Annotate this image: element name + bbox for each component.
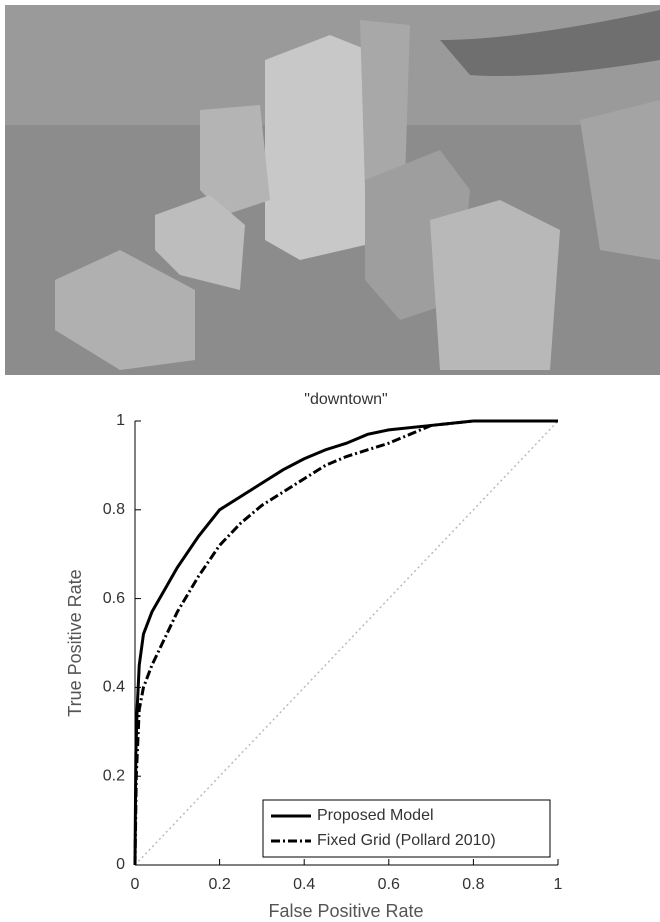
y-tick-label: 0.8 xyxy=(103,501,125,518)
x-axis-label: False Positive Rate xyxy=(268,901,423,921)
tower xyxy=(430,200,560,370)
x-tick-label: 0.4 xyxy=(293,876,315,893)
legend: Proposed Model Fixed Grid (Pollard 2010) xyxy=(263,800,550,857)
page: {"chart_data": {"type": "line", "title":… xyxy=(0,0,660,922)
y-axis-label: True Positive Rate xyxy=(65,569,85,716)
x-tick-label: 0.2 xyxy=(208,876,230,893)
x-tick-label: 0 xyxy=(131,876,140,893)
y-tick-label: 0.6 xyxy=(103,590,125,607)
y-tick-label: 0 xyxy=(116,856,125,873)
y-tick-label: 1 xyxy=(116,412,125,429)
x-tick-label: 0.6 xyxy=(378,876,400,893)
chance-line xyxy=(135,421,558,865)
y-tick-label: 0.4 xyxy=(103,679,125,696)
y-tick-label: 0.2 xyxy=(103,767,125,784)
x-tick-label: 0.8 xyxy=(462,876,484,893)
legend-label: Fixed Grid (Pollard 2010) xyxy=(317,832,496,849)
chart-title: "downtown" xyxy=(304,391,387,408)
x-tick-label: 1 xyxy=(554,876,563,893)
tower xyxy=(360,20,410,190)
aerial-photo xyxy=(5,5,660,375)
figure: "downtown" False Positive Rate True Posi… xyxy=(0,0,660,922)
legend-label: Proposed Model xyxy=(317,807,434,824)
